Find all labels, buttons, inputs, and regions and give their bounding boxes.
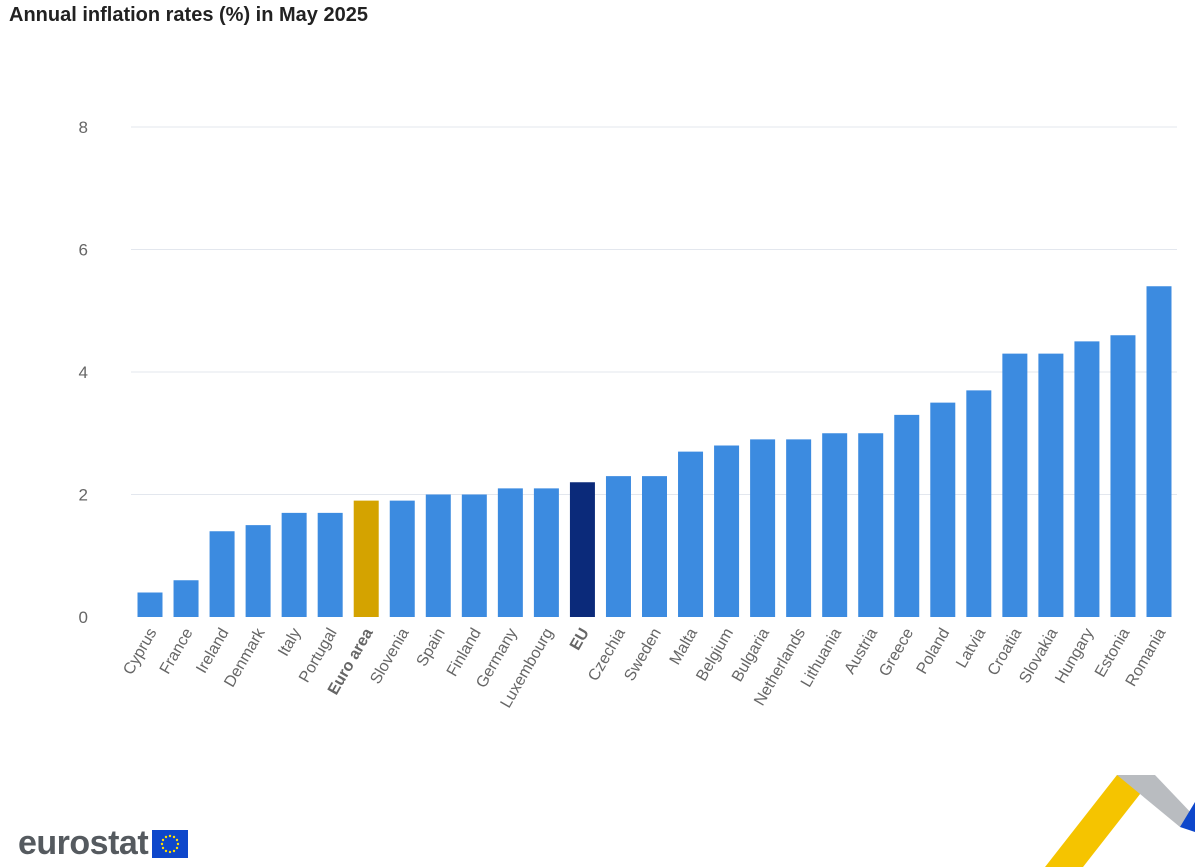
bar-spain[interactable] (425, 494, 451, 618)
bar-finland[interactable] (461, 494, 487, 618)
x-tick-label: Italy (275, 626, 304, 660)
bar-italy[interactable] (281, 512, 307, 617)
y-tick-label: 2 (79, 486, 88, 505)
bar-belgium[interactable] (714, 445, 740, 618)
y-tick-label: 8 (79, 118, 88, 137)
bar-sweden[interactable] (642, 476, 667, 617)
bar-cyprus[interactable] (137, 592, 163, 618)
bar-euro-area[interactable] (353, 500, 379, 617)
bar-latvia[interactable] (966, 390, 992, 617)
x-tick-label: Spain (414, 626, 449, 670)
x-tick-label: Poland (914, 626, 954, 678)
bar-malta[interactable] (678, 451, 704, 617)
x-tick-label: Greece (876, 625, 917, 679)
x-tick-label: Latvia (953, 625, 989, 671)
bar-germany[interactable] (497, 488, 523, 617)
bar-luxembourg[interactable] (533, 488, 559, 617)
x-tick-label: France (157, 625, 197, 677)
bar-ireland[interactable] (209, 531, 235, 617)
bar-hungary[interactable] (1074, 341, 1100, 617)
bar-croatia[interactable] (1002, 353, 1028, 617)
y-tick-label: 4 (79, 363, 88, 382)
x-tick-label: Austria (842, 625, 882, 677)
bar-poland[interactable] (930, 402, 956, 617)
bar-austria[interactable] (858, 433, 884, 617)
eu-flag-icon (152, 829, 189, 858)
bar-estonia[interactable] (1110, 335, 1136, 617)
bar-greece[interactable] (894, 414, 920, 617)
bar-portugal[interactable] (317, 512, 343, 617)
x-tick-label: Ireland (193, 626, 232, 677)
x-tick-label: Croatia (985, 625, 1026, 678)
x-tick-label: Cyprus (120, 626, 160, 678)
bar-romania[interactable] (1146, 286, 1172, 617)
eurostat-logo: eurostat (18, 824, 189, 863)
x-tick-label: Malta (667, 625, 701, 667)
y-tick-label: 0 (79, 608, 88, 627)
x-tick-label: EU (567, 626, 593, 654)
bar-czechia[interactable] (605, 476, 631, 617)
bar-eu[interactable] (569, 482, 595, 617)
bar-netherlands[interactable] (786, 439, 812, 617)
bar-slovakia[interactable] (1038, 353, 1064, 617)
y-tick-label: 6 (79, 241, 88, 260)
bar-denmark[interactable] (245, 525, 271, 617)
chart-title: Annual inflation rates (%) in May 2025 (9, 4, 368, 26)
bar-france[interactable] (173, 580, 199, 617)
logo-text: eurostat (18, 824, 149, 862)
bar-slovenia[interactable] (389, 500, 415, 617)
corner-decoration (1045, 775, 1195, 867)
bar-lithuania[interactable] (822, 433, 848, 617)
bars (137, 286, 1172, 618)
y-axis-ticks: 0 2 4 6 8 (79, 118, 88, 627)
bar-bulgaria[interactable] (750, 439, 776, 617)
